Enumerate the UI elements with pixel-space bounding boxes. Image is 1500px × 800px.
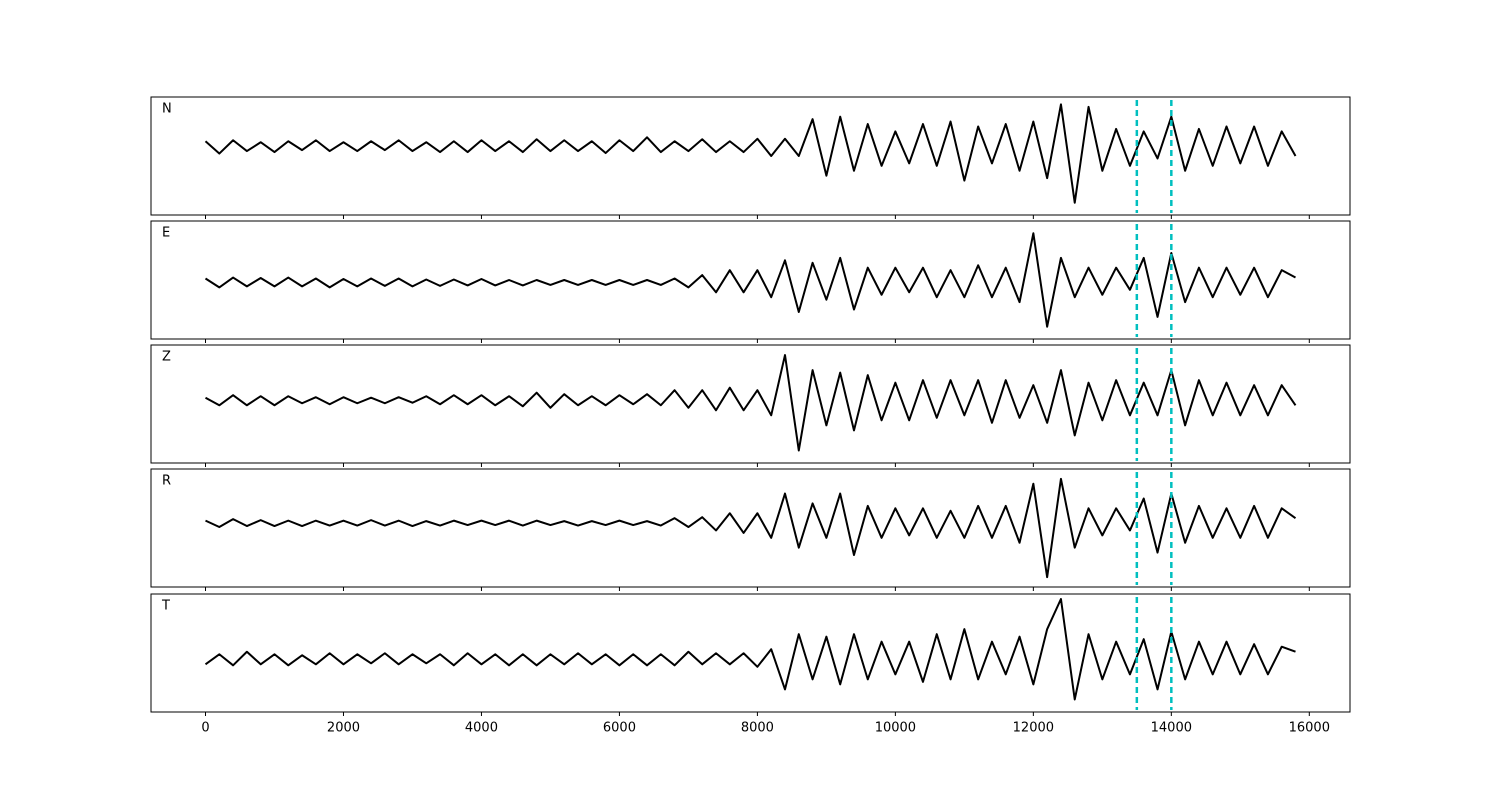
panel-frame bbox=[150, 593, 1351, 713]
panel-label: N bbox=[162, 102, 172, 117]
panel-label: T bbox=[161, 599, 170, 614]
x-tick-label: 4000 bbox=[465, 721, 498, 736]
trace bbox=[205, 477, 1297, 579]
panel-label: Z bbox=[162, 350, 171, 365]
x-tick-label: 0 bbox=[201, 721, 209, 736]
panel-frame bbox=[150, 96, 1351, 216]
x-tick-label: 2000 bbox=[327, 721, 360, 736]
x-tick-label: 12000 bbox=[1013, 721, 1054, 736]
panel-frame bbox=[150, 220, 1351, 340]
trace bbox=[204, 598, 1296, 701]
x-tick-label: 6000 bbox=[603, 721, 636, 736]
panel-label: E bbox=[162, 226, 170, 241]
trace bbox=[205, 354, 1297, 452]
trace bbox=[204, 103, 1297, 204]
panel-label: R bbox=[162, 474, 171, 489]
panel-frame bbox=[150, 468, 1351, 588]
x-tick-label: 8000 bbox=[741, 721, 774, 736]
x-tick-label: 14000 bbox=[1151, 721, 1192, 736]
x-tick-label: 10000 bbox=[875, 721, 916, 736]
trace bbox=[204, 232, 1296, 328]
panel-frame bbox=[150, 344, 1351, 464]
x-tick-label: 16000 bbox=[1289, 721, 1330, 736]
